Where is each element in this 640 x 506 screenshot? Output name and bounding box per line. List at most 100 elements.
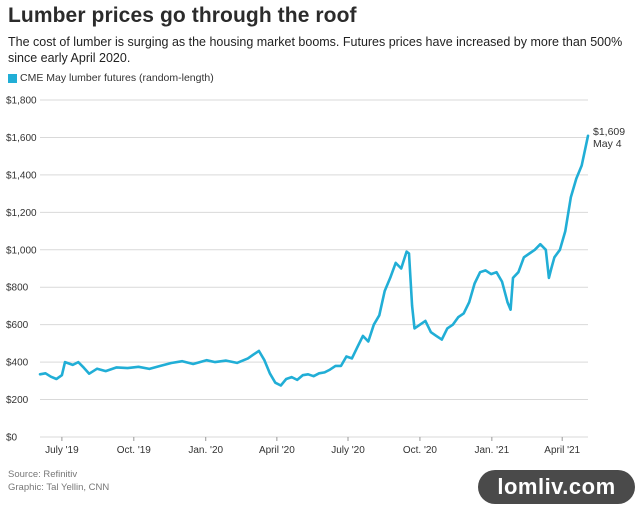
data-point xyxy=(88,372,90,375)
data-point xyxy=(534,249,536,251)
data-point xyxy=(115,366,118,369)
data-point xyxy=(329,368,331,371)
data-point xyxy=(501,280,503,283)
source-text: Source: Refinitiv xyxy=(8,469,78,480)
data-point xyxy=(550,267,553,270)
line-chart: $0 $200 $400 $600 $800 $1,000 $1,200 $1,400 $1,6… xyxy=(6,96,625,457)
chart-legend: CME May lumber futures (random-length) xyxy=(8,72,214,84)
y-tick-label: $1,200 xyxy=(6,208,37,219)
y-tick-label: $600 xyxy=(6,320,29,331)
data-point xyxy=(405,250,408,253)
data-point xyxy=(274,381,277,384)
x-tick-label: July '19 xyxy=(45,445,79,456)
data-point xyxy=(205,359,208,362)
data-point xyxy=(312,375,315,378)
data-point xyxy=(580,164,583,167)
credit-text: Graphic: Tal Yellin, CNN xyxy=(8,482,110,493)
data-point xyxy=(252,353,255,356)
data-point xyxy=(258,350,260,352)
x-tick-label: April '20 xyxy=(259,445,295,456)
data-point xyxy=(96,367,98,370)
data-point xyxy=(307,373,309,376)
data-point xyxy=(44,372,47,375)
data-point xyxy=(301,374,304,377)
data-point xyxy=(452,323,454,326)
data-point xyxy=(411,305,413,307)
x-tick-label: July '20 xyxy=(331,445,365,456)
y-tick-label: $1,000 xyxy=(6,245,37,256)
data-point xyxy=(575,177,578,180)
data-point xyxy=(419,323,421,326)
data-point xyxy=(570,196,572,199)
data-point xyxy=(373,323,375,326)
chart-title: Lumber prices go through the roof xyxy=(8,4,357,27)
data-point xyxy=(545,249,547,251)
data-point xyxy=(495,271,498,274)
data-point xyxy=(225,359,227,362)
data-point xyxy=(39,373,41,376)
data-point xyxy=(587,135,589,137)
data-point xyxy=(247,357,249,360)
data-point xyxy=(362,335,364,337)
data-point xyxy=(137,366,140,368)
y-tick-label: $400 xyxy=(6,358,29,369)
data-point xyxy=(170,362,173,364)
data-point xyxy=(528,252,531,255)
data-point xyxy=(334,365,337,367)
data-point xyxy=(214,361,216,363)
data-point xyxy=(462,312,465,315)
chart-source: Source: Refinitiv Graphic: Tal Yellin, C… xyxy=(8,468,109,494)
data-point xyxy=(479,271,481,274)
y-tick-label: $1,600 xyxy=(6,133,37,144)
data-point xyxy=(181,360,184,363)
data-point xyxy=(468,301,471,304)
data-point xyxy=(512,277,514,279)
data-point xyxy=(263,359,266,362)
data-point xyxy=(280,384,282,387)
data-point xyxy=(553,256,556,259)
data-point xyxy=(517,271,520,274)
data-point xyxy=(318,372,320,375)
data-point xyxy=(490,273,492,275)
x-tick-label: April '21 xyxy=(544,445,580,456)
data-point xyxy=(383,290,386,292)
x-tick-label: Jan. '21 xyxy=(474,445,509,456)
legend-label: CME May lumber futures (random-length) xyxy=(20,72,214,84)
data-point xyxy=(159,365,162,367)
data-point xyxy=(83,366,85,369)
data-point xyxy=(473,282,476,285)
data-point xyxy=(351,357,353,360)
data-point xyxy=(61,374,63,377)
data-point xyxy=(506,301,509,304)
data-point xyxy=(64,361,66,363)
y-tick-label: $800 xyxy=(6,283,29,294)
data-point xyxy=(389,277,392,279)
y-tick-label: $1,400 xyxy=(6,170,37,181)
legend-swatch xyxy=(8,73,17,83)
data-point xyxy=(356,346,359,348)
data-point xyxy=(523,256,525,259)
data-point xyxy=(441,338,443,341)
data-point xyxy=(394,262,397,264)
data-point xyxy=(457,316,460,319)
data-point xyxy=(290,376,293,378)
data-point xyxy=(408,252,410,255)
chart-subtitle: The cost of lumber is surging as the hou… xyxy=(8,35,623,65)
data-point xyxy=(446,327,449,330)
data-point xyxy=(50,375,52,378)
data-point xyxy=(104,370,107,372)
watermark-badge: lomliv.com xyxy=(478,470,635,504)
series-line xyxy=(38,134,590,387)
data-point xyxy=(340,365,342,367)
data-point xyxy=(148,368,151,370)
data-point xyxy=(126,367,129,369)
x-tick-label: Jan. '20 xyxy=(188,445,223,456)
data-point xyxy=(378,314,381,317)
data-point xyxy=(484,269,487,272)
data-point xyxy=(72,364,74,366)
data-point xyxy=(77,361,80,363)
y-tick-label: $200 xyxy=(6,395,29,406)
data-point xyxy=(430,331,432,334)
data-point xyxy=(296,379,299,381)
data-point xyxy=(509,308,512,311)
